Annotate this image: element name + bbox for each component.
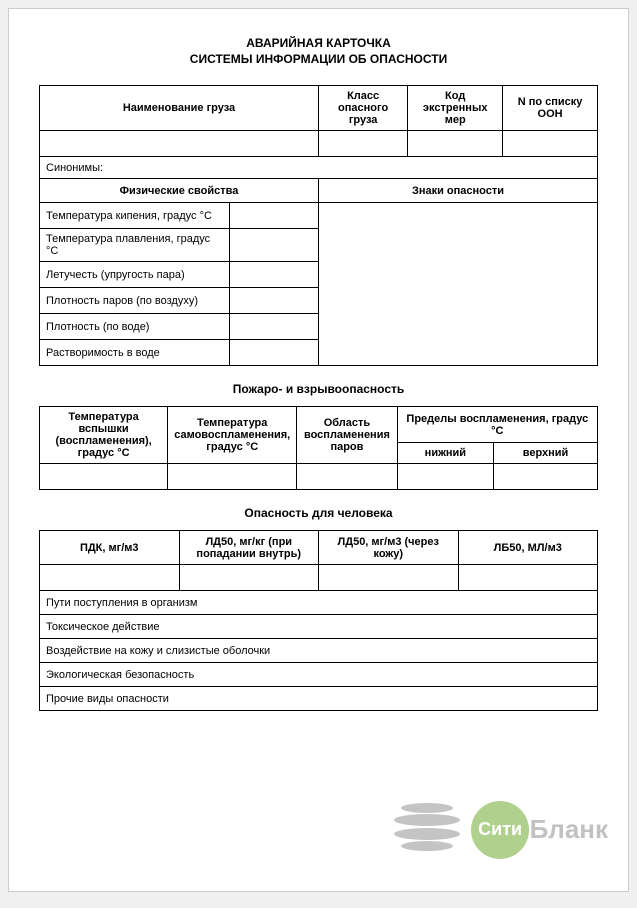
table-row: Прочие виды опасности [40,687,598,711]
cell-autoign-temp [168,464,297,490]
human-row: Пути поступления в организм [40,591,598,615]
logo-text: Бланк [530,814,608,845]
header-upper: верхний [494,443,598,464]
human-row: Экологическая безопасность [40,663,598,687]
cell-un-number [503,131,598,157]
synonyms-row: Синонимы: [40,157,598,179]
phys-value [229,314,318,340]
cell-lb50 [458,565,598,591]
table-row: Температура кипения, градус °C [40,203,598,229]
human-row: Прочие виды опасности [40,687,598,711]
title-line-1: АВАРИЙНАЯ КАРТОЧКА [246,36,391,50]
header-un-number: N по списку ООН [503,86,598,131]
header-cargo-name: Наименование груза [40,86,319,131]
logo-badge: Сити [471,801,529,859]
header-lb50: ЛБ50, МЛ/м3 [458,531,598,565]
fire-table: Температура вспышки (воспламенения), гра… [39,406,598,490]
cargo-info-table: Наименование груза Класс опасного груза … [39,85,598,366]
header-vapor-area: Область воспламенения паров [297,407,397,464]
cell-cargo-name [40,131,319,157]
cell-lower [397,464,493,490]
document-page: АВАРИЙНАЯ КАРТОЧКА СИСТЕМЫ ИНФОРМАЦИИ ОБ… [8,8,629,892]
header-ld50-skin: ЛД50, мг/м3 (через кожу) [319,531,459,565]
phys-label: Плотность (по воде) [40,314,230,340]
phys-value [229,229,318,262]
table-row: Температура вспышки (воспламенения), гра… [40,407,598,443]
header-lower: нижний [397,443,493,464]
table-row: Воздействие на кожу и слизистые оболочки [40,639,598,663]
header-phys-props: Физические свойства [40,179,319,203]
cell-pdk [40,565,180,591]
human-row: Токсическое действие [40,615,598,639]
phys-label: Температура кипения, градус °C [40,203,230,229]
header-danger-class: Класс опасного груза [318,86,407,131]
table-row [40,131,598,157]
watermark-logo: Сити Бланк [387,798,608,861]
phys-label: Температура плавления, градус °C [40,229,230,262]
header-ld50-oral: ЛД50, мг/кг (при попадании внутрь) [179,531,319,565]
header-danger-signs: Знаки опасности [318,179,597,203]
table-row: Экологическая безопасность [40,663,598,687]
table-row [40,565,598,591]
table-row: Пути поступления в организм [40,591,598,615]
section-title-fire: Пожаро- и взрывоопасность [39,382,598,396]
table-row: Синонимы: [40,157,598,179]
danger-signs-area [318,203,597,366]
table-row: ПДК, мг/м3 ЛД50, мг/кг (при попадании вн… [40,531,598,565]
header-autoign-temp: Температура самовоспламенения, градус °C [168,407,297,464]
human-danger-table: ПДК, мг/м3 ЛД50, мг/кг (при попадании вн… [39,530,598,711]
title-line-2: СИСТЕМЫ ИНФОРМАЦИИ ОБ ОПАСНОСТИ [190,52,447,66]
phys-label: Плотность паров (по воздуху) [40,288,230,314]
header-emergency-code: Код экстренных мер [408,86,503,131]
phys-label: Летучесть (упругость пара) [40,262,230,288]
cell-ld50-oral [179,565,319,591]
human-row: Воздействие на кожу и слизистые оболочки [40,639,598,663]
cell-danger-class [318,131,407,157]
cell-flash-temp [40,464,168,490]
header-flamm-limits: Пределы воспламенения, градус °C [397,407,597,443]
table-row [40,464,598,490]
cell-upper [494,464,598,490]
cell-ld50-skin [319,565,459,591]
table-row: Наименование груза Класс опасного груза … [40,86,598,131]
header-flash-temp: Температура вспышки (воспламенения), гра… [40,407,168,464]
logo-shape-icon [387,798,467,861]
table-row: Токсическое действие [40,615,598,639]
cell-emergency-code [408,131,503,157]
section-title-human: Опасность для человека [39,506,598,520]
table-row: Физические свойства Знаки опасности [40,179,598,203]
phys-value [229,288,318,314]
phys-value [229,262,318,288]
phys-label: Растворимость в воде [40,340,230,366]
phys-value [229,340,318,366]
page-title: АВАРИЙНАЯ КАРТОЧКА СИСТЕМЫ ИНФОРМАЦИИ ОБ… [39,35,598,67]
cell-vapor-area [297,464,397,490]
header-pdk: ПДК, мг/м3 [40,531,180,565]
phys-value [229,203,318,229]
